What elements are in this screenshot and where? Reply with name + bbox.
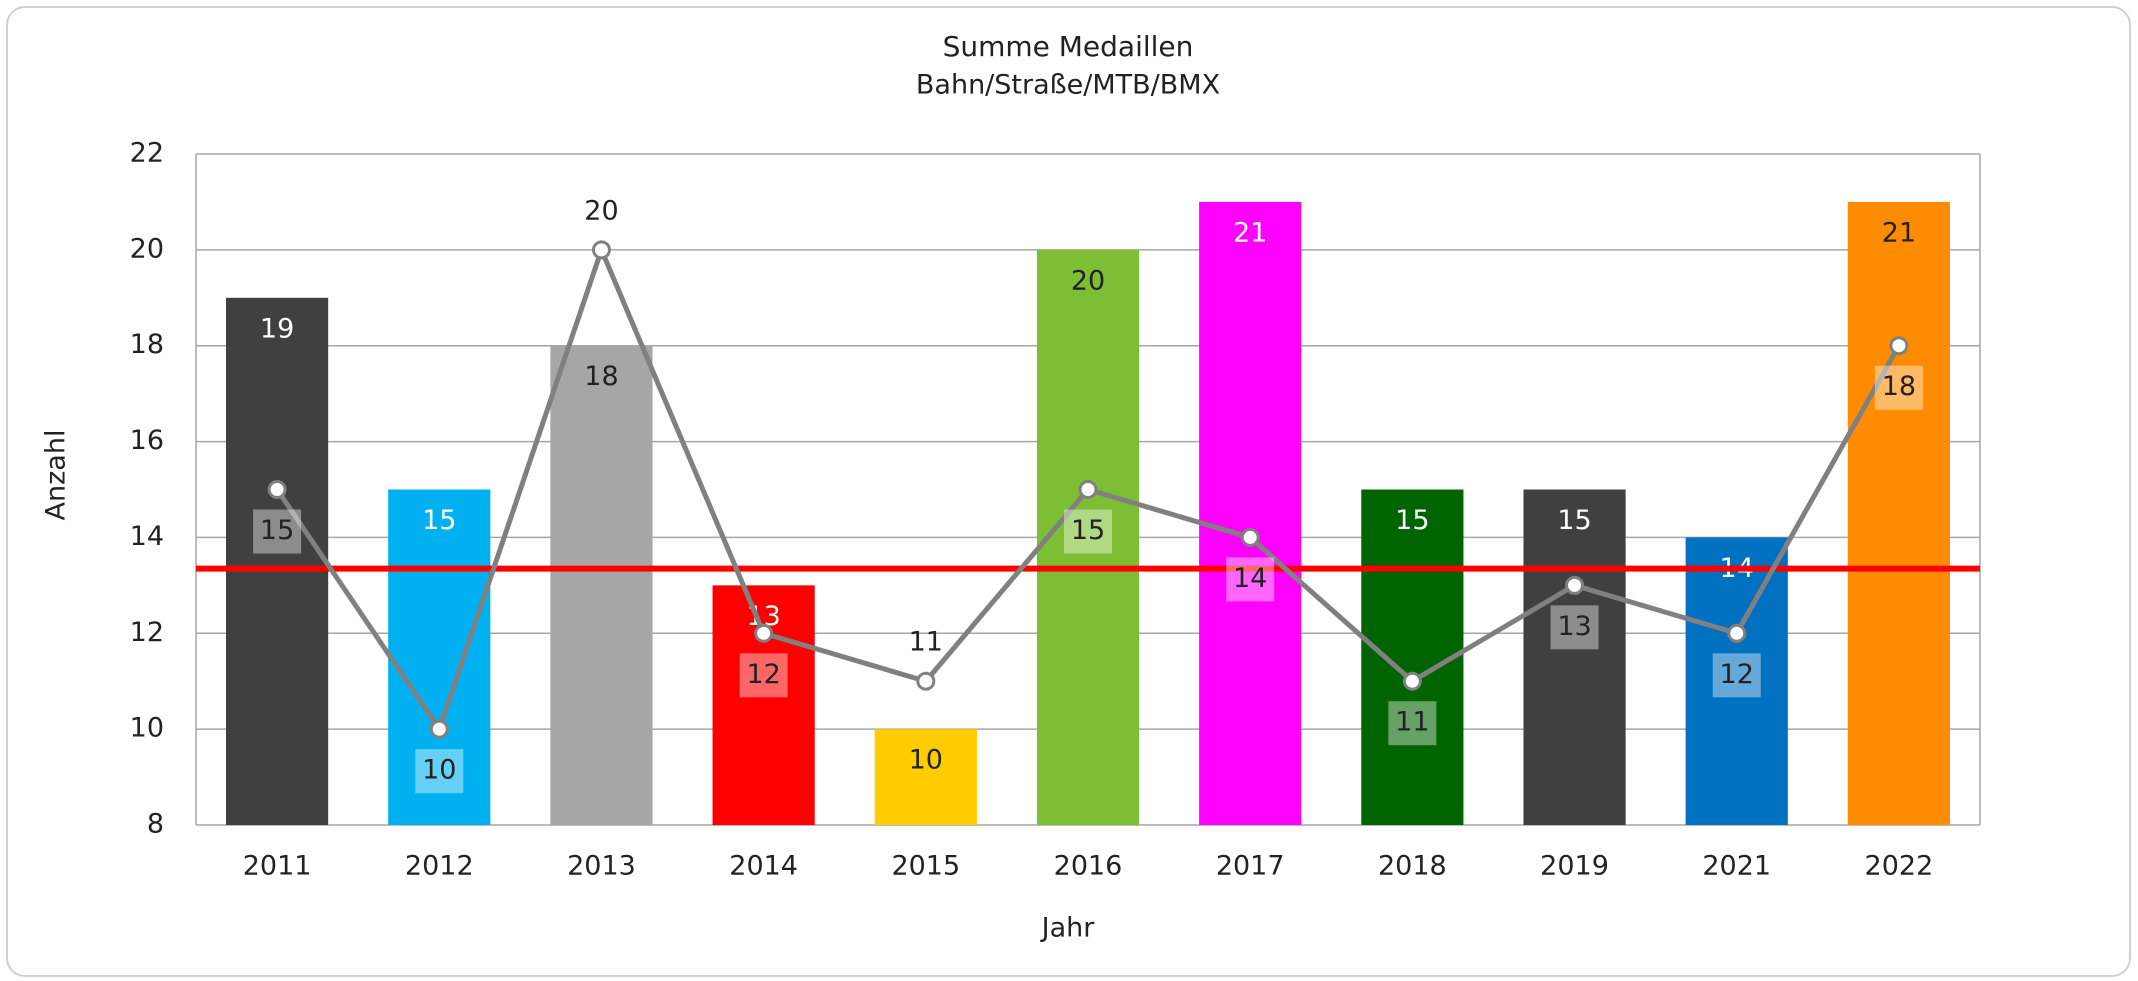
line-point [429, 719, 449, 739]
x-tick-label: 2021 [1702, 851, 1771, 882]
bar [1685, 537, 1788, 825]
line-point [1889, 336, 1909, 356]
y-tick-label: 18 [130, 329, 164, 360]
chart-title: Summe Medaillen [943, 30, 1194, 63]
bar-value-label: 20 [1071, 265, 1105, 296]
line-label-box [739, 653, 788, 698]
line-point [1078, 480, 1098, 499]
line-label-box [1226, 557, 1275, 602]
x-tick-label: 2011 [243, 851, 312, 882]
bar-value-label: 15 [1395, 505, 1429, 536]
line-point [1727, 623, 1747, 643]
line-label-box [1874, 365, 1923, 410]
line-value-label: 20 [584, 195, 618, 226]
bar [226, 297, 329, 825]
chart-subtitle: Bahn/Straße/MTB/BMX [916, 70, 1220, 101]
y-tick-label: 20 [130, 233, 164, 264]
x-tick-label: 2019 [1540, 851, 1609, 882]
bar-value-label: 10 [909, 745, 943, 776]
line-point [267, 480, 287, 499]
line-label-box [1064, 509, 1112, 554]
line-point [1565, 575, 1585, 595]
line-value-label: 12 [746, 659, 780, 690]
bar-value-label: 18 [584, 361, 618, 392]
line-label-box [1550, 605, 1599, 650]
x-tick-label: 2022 [1865, 851, 1934, 882]
y-tick-label: 16 [130, 425, 164, 456]
line-label-box [1388, 701, 1437, 746]
x-tick-label: 2015 [891, 851, 960, 882]
y-tick-label: 14 [130, 521, 164, 552]
line-value-label: 12 [1720, 659, 1754, 690]
x-tick-label: 2013 [567, 851, 636, 882]
bar-value-label: 21 [1882, 217, 1916, 248]
line-point [754, 623, 774, 643]
line-value-label: 14 [1233, 563, 1267, 594]
line-value-label: 11 [1395, 707, 1429, 738]
line-point [1402, 671, 1422, 691]
line-label-box [253, 509, 302, 554]
line-label-box [1712, 653, 1761, 698]
line-point [591, 240, 611, 260]
x-tick-label: 2018 [1378, 851, 1447, 882]
y-axis-label: Anzahl [41, 430, 72, 521]
x-axis-label: Jahr [1040, 913, 1096, 944]
bar-value-label: 21 [1233, 217, 1267, 248]
line-value-label: 15 [260, 515, 294, 546]
bar [1199, 201, 1302, 825]
bar [1361, 489, 1464, 825]
bar [388, 489, 491, 825]
bar-value-label: 15 [422, 505, 456, 536]
line-value-label: 13 [1557, 611, 1591, 642]
bar-value-label: 15 [1557, 505, 1591, 536]
line-point [916, 671, 936, 691]
bar-value-label: 19 [260, 313, 294, 344]
x-tick-label: 2016 [1054, 851, 1123, 882]
line-value-label: 10 [422, 755, 456, 786]
line-label-box [415, 749, 464, 794]
y-tick-label: 10 [130, 713, 164, 744]
y-tick-label: 22 [130, 138, 164, 169]
bar [550, 345, 653, 825]
bar [1036, 249, 1140, 825]
bar [1847, 201, 1950, 825]
line-value-label: 18 [1882, 371, 1916, 402]
bar [874, 729, 977, 825]
line-point [1240, 527, 1260, 547]
x-tick-label: 2014 [729, 851, 798, 882]
x-tick-label: 2017 [1216, 851, 1285, 882]
x-tick-label: 2012 [405, 851, 474, 882]
bar [1523, 489, 1626, 825]
line-value-label: 15 [1071, 515, 1105, 546]
y-tick-label: 8 [147, 809, 164, 840]
y-tick-label: 12 [130, 617, 164, 648]
line-value-label: 11 [909, 627, 943, 658]
